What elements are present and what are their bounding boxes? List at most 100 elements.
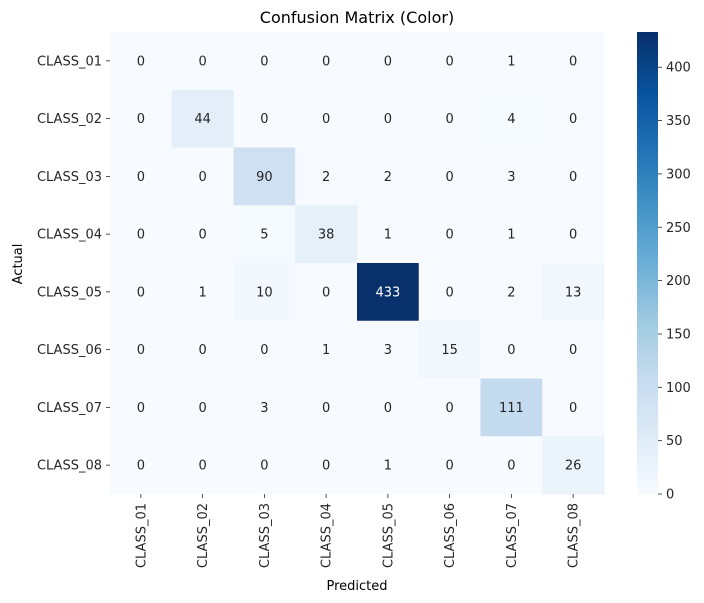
colorbar-tick-label: 150 xyxy=(666,327,691,342)
cell-value-label: 1 xyxy=(384,228,392,243)
heatmap-cell xyxy=(233,378,296,437)
heatmap-cell xyxy=(480,263,543,322)
cell-value-label: 44 xyxy=(194,112,211,127)
heatmap-cell xyxy=(418,263,481,322)
cell-value-label: 3 xyxy=(507,170,515,185)
cell-value-label: 26 xyxy=(565,459,582,474)
colorbar-tick-label: 300 xyxy=(666,167,691,182)
heatmap-cell xyxy=(542,436,605,495)
heatmap-cell xyxy=(295,147,358,206)
cell-value-label: 0 xyxy=(445,285,453,300)
heatmap-cell xyxy=(110,147,173,206)
heatmap-cell xyxy=(233,147,296,206)
cell-value-label: 3 xyxy=(384,343,392,358)
y-tick-label: CLASS_02 xyxy=(37,112,102,127)
heatmap-cell xyxy=(233,436,296,495)
cell-value-label: 0 xyxy=(260,459,268,474)
heatmap-cell xyxy=(418,32,481,91)
heatmap-cell xyxy=(418,89,481,148)
heatmap-cell xyxy=(357,436,420,495)
heatmap-cell xyxy=(110,89,173,148)
x-axis: CLASS_01 CLASS_02 CLASS_03 CLASS_04 CLASS_05… xyxy=(134,494,582,568)
heatmap-cell xyxy=(171,378,234,437)
heatmap-cell xyxy=(295,436,358,495)
cell-value-label: 0 xyxy=(137,228,145,243)
heatmap-cell xyxy=(418,436,481,495)
cell-value-label: 0 xyxy=(445,112,453,127)
y-tick-label: CLASS_07 xyxy=(37,401,102,416)
cell-value-label: 0 xyxy=(260,343,268,358)
heatmap-cell xyxy=(480,378,543,437)
cell-value-label: 111 xyxy=(499,401,524,416)
heatmap-cell xyxy=(171,205,234,264)
heatmap-cell xyxy=(110,32,173,91)
cell-value-label: 0 xyxy=(445,170,453,185)
x-tick-label: CLASS_04 xyxy=(320,503,335,568)
colorbar-tick-label: 0 xyxy=(666,488,674,503)
cell-value-label: 0 xyxy=(198,54,206,69)
cell-value-label: 0 xyxy=(137,343,145,358)
heatmap-cells: 0 0 0 0 0 0 1 00 44 0 0 0 0 4 00 0 90 2 2 0 3 00 0 5 38 1 0 1 00 1 10 0… xyxy=(110,32,605,495)
cell-value-label: 0 xyxy=(137,112,145,127)
colorbar-tick-label: 100 xyxy=(666,381,691,396)
heatmap-cell xyxy=(295,32,358,91)
chart-title: Confusion Matrix (Color) xyxy=(260,8,454,27)
cell-value-label: 0 xyxy=(137,170,145,185)
heatmap-cell xyxy=(357,263,420,322)
colorbar-tick-label: 200 xyxy=(666,274,691,289)
heatmap-cell xyxy=(171,263,234,322)
cell-value-label: 1 xyxy=(322,343,330,358)
cell-value-label: 2 xyxy=(322,170,330,185)
cell-value-label: 0 xyxy=(569,343,577,358)
y-tick-label: CLASS_08 xyxy=(37,459,102,474)
heatmap-cell xyxy=(357,89,420,148)
heatmap-cell xyxy=(542,205,605,264)
cell-value-label: 0 xyxy=(322,285,330,300)
cell-value-label: 0 xyxy=(445,54,453,69)
heatmap-cell xyxy=(171,147,234,206)
heatmap-cell xyxy=(480,436,543,495)
cell-value-label: 2 xyxy=(507,285,515,300)
cell-value-label: 0 xyxy=(198,170,206,185)
cell-value-label: 0 xyxy=(137,459,145,474)
cell-value-label: 0 xyxy=(137,285,145,300)
heatmap-cell xyxy=(171,436,234,495)
heatmap-cell xyxy=(233,32,296,91)
cell-value-label: 1 xyxy=(507,54,515,69)
colorbar-ticks: 0 50 100 150 200 250 300 350 400 xyxy=(658,61,691,503)
x-axis-label: Predicted xyxy=(326,579,387,594)
heatmap-cell xyxy=(480,205,543,264)
x-tick-label: CLASS_07 xyxy=(505,503,520,568)
cell-value-label: 0 xyxy=(445,459,453,474)
cell-value-label: 0 xyxy=(322,54,330,69)
x-tick-label: CLASS_03 xyxy=(258,503,273,568)
cell-value-label: 4 xyxy=(507,112,515,127)
x-tick-label: CLASS_08 xyxy=(567,503,582,568)
heatmap-cell xyxy=(171,89,234,148)
y-tick-label: CLASS_04 xyxy=(37,228,102,243)
heatmap-cell xyxy=(418,147,481,206)
cell-value-label: 0 xyxy=(322,459,330,474)
heatmap-cell xyxy=(233,320,296,379)
colorbar-tick-label: 400 xyxy=(666,61,691,76)
y-tick-label: CLASS_06 xyxy=(37,343,102,358)
heatmap-cell xyxy=(233,205,296,264)
cell-value-label: 0 xyxy=(384,54,392,69)
heatmap-cell xyxy=(357,320,420,379)
heatmap-cell xyxy=(480,89,543,148)
cell-value-label: 0 xyxy=(569,54,577,69)
colorbar-tick-label: 250 xyxy=(666,221,691,236)
colorbar-tick-label: 50 xyxy=(666,434,683,449)
heatmap-cell xyxy=(542,320,605,379)
cell-value-label: 0 xyxy=(507,343,515,358)
cell-value-label: 0 xyxy=(569,170,577,185)
cell-value-label: 38 xyxy=(318,228,335,243)
heatmap-cell xyxy=(171,320,234,379)
cell-value-label: 0 xyxy=(198,228,206,243)
y-tick-label: CLASS_05 xyxy=(37,285,102,300)
heatmap-cell xyxy=(110,263,173,322)
heatmap-cell xyxy=(233,263,296,322)
heatmap-cell xyxy=(295,320,358,379)
cell-value-label: 2 xyxy=(384,170,392,185)
cell-value-label: 0 xyxy=(322,401,330,416)
